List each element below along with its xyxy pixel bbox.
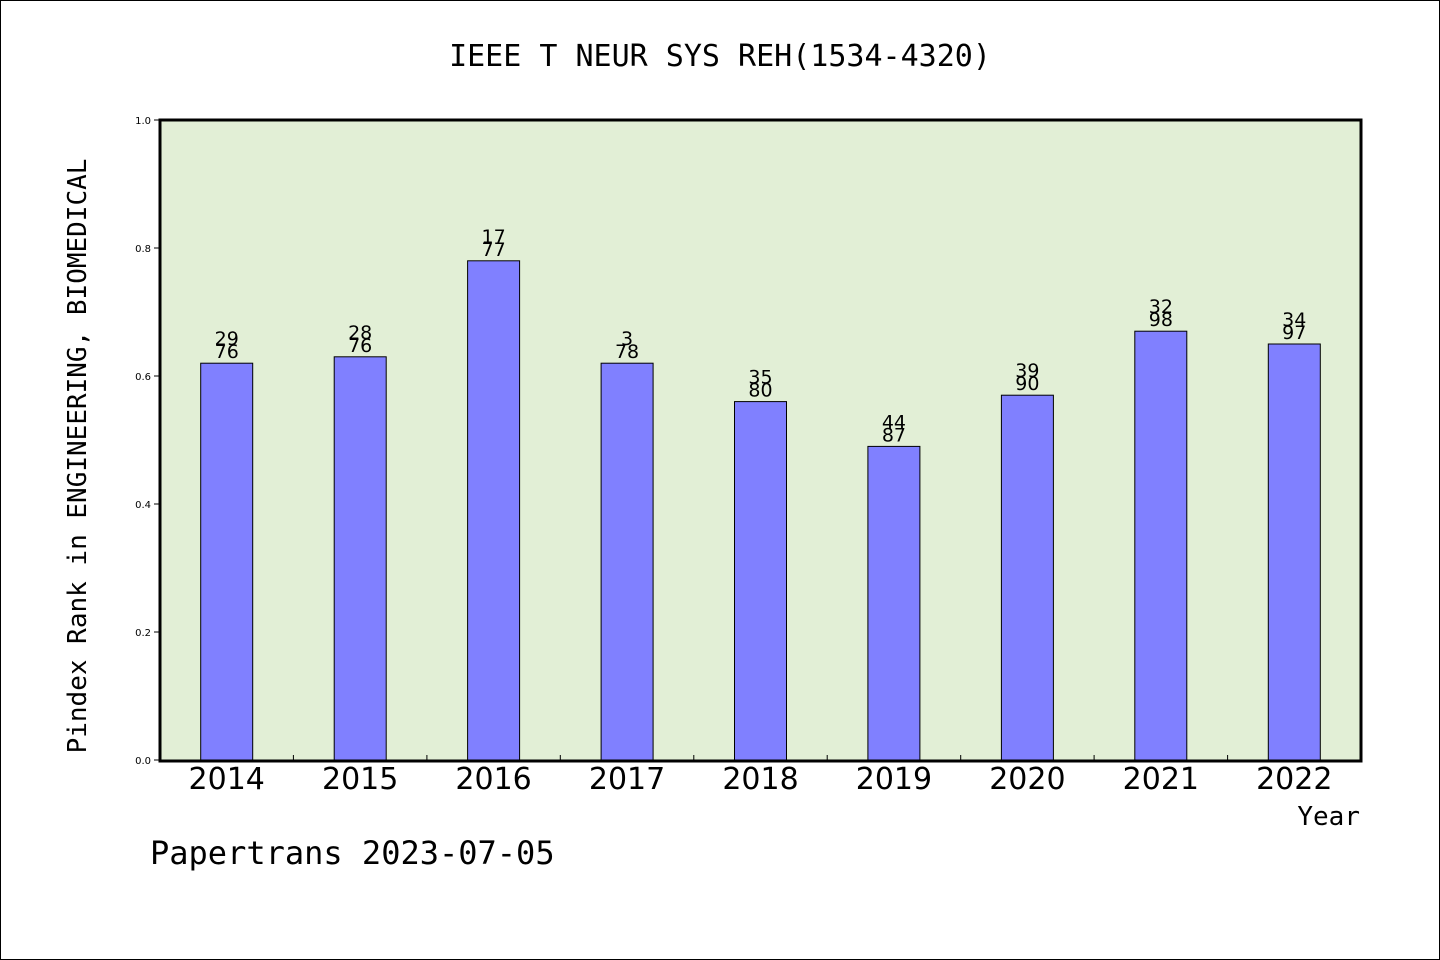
x-axis-label: Year [1297, 802, 1360, 832]
rank-label: 39 [1015, 360, 1039, 382]
total-label: 98 [1149, 309, 1173, 331]
rank-label: 44 [882, 411, 906, 433]
chart-title: IEEE T NEUR SYS REH(1534-4320) [449, 39, 991, 74]
total-label: 76 [348, 335, 372, 357]
bar-2017 [600, 362, 654, 761]
rank-label: 29 [215, 328, 239, 350]
total-label: 80 [748, 380, 772, 402]
total-label: 77 [482, 239, 506, 261]
bar-2020 [1000, 394, 1054, 761]
y-tick-label: 0.0 [135, 756, 151, 767]
total-label: 87 [882, 424, 906, 446]
x-axis: 2014 2015 2016 2017 2018 2019 2020 2021 2022 [189, 755, 1332, 797]
y-tick-label: 0.6 [135, 372, 151, 383]
bar-2021 [1134, 330, 1188, 761]
rank-label: 3 [621, 328, 633, 350]
bar-2016 [467, 260, 521, 761]
x-tick-label: 2016 [455, 762, 531, 797]
rank-label: 17 [482, 226, 506, 248]
total-label: 76 [215, 341, 239, 363]
total-label: 78 [615, 341, 639, 363]
bar-2022 [1267, 343, 1321, 761]
y-tick-label: 0.2 [135, 628, 151, 639]
bar-2015 [333, 356, 387, 761]
rank-label: 34 [1282, 309, 1306, 331]
total-label: 90 [1015, 373, 1039, 395]
x-tick-label: 2015 [322, 762, 398, 797]
x-tick-label: 2017 [589, 762, 665, 797]
x-tick-label: 2019 [856, 762, 932, 797]
rank-label: 32 [1149, 296, 1173, 318]
x-tick-label: 2014 [189, 762, 265, 797]
x-tick-label: 2021 [1123, 762, 1199, 797]
x-tick-label: 2018 [722, 762, 798, 797]
bars-group [200, 260, 1321, 761]
y-tick-label: 0.4 [135, 500, 151, 511]
y-axis-label: Pindex Rank in ENGINEERING, BIOMEDICAL [63, 159, 93, 754]
y-tick-label: 0.8 [135, 244, 151, 255]
rank-label: 35 [748, 367, 772, 389]
footer-credit: Papertrans 2023-07-05 [150, 834, 555, 872]
x-tick-label: 2020 [989, 762, 1065, 797]
plot-border [158, 118, 1363, 763]
y-axis: 0.0 0.2 0.4 0.6 0.8 1.0 [135, 116, 160, 767]
total-label: 97 [1282, 322, 1306, 344]
bar-2018 [734, 401, 787, 761]
rank-label: 28 [348, 322, 372, 344]
bar-2019 [867, 445, 921, 761]
bar-2014 [200, 362, 254, 761]
x-tick-label: 2022 [1256, 762, 1332, 797]
y-tick-label: 1.0 [135, 116, 151, 127]
